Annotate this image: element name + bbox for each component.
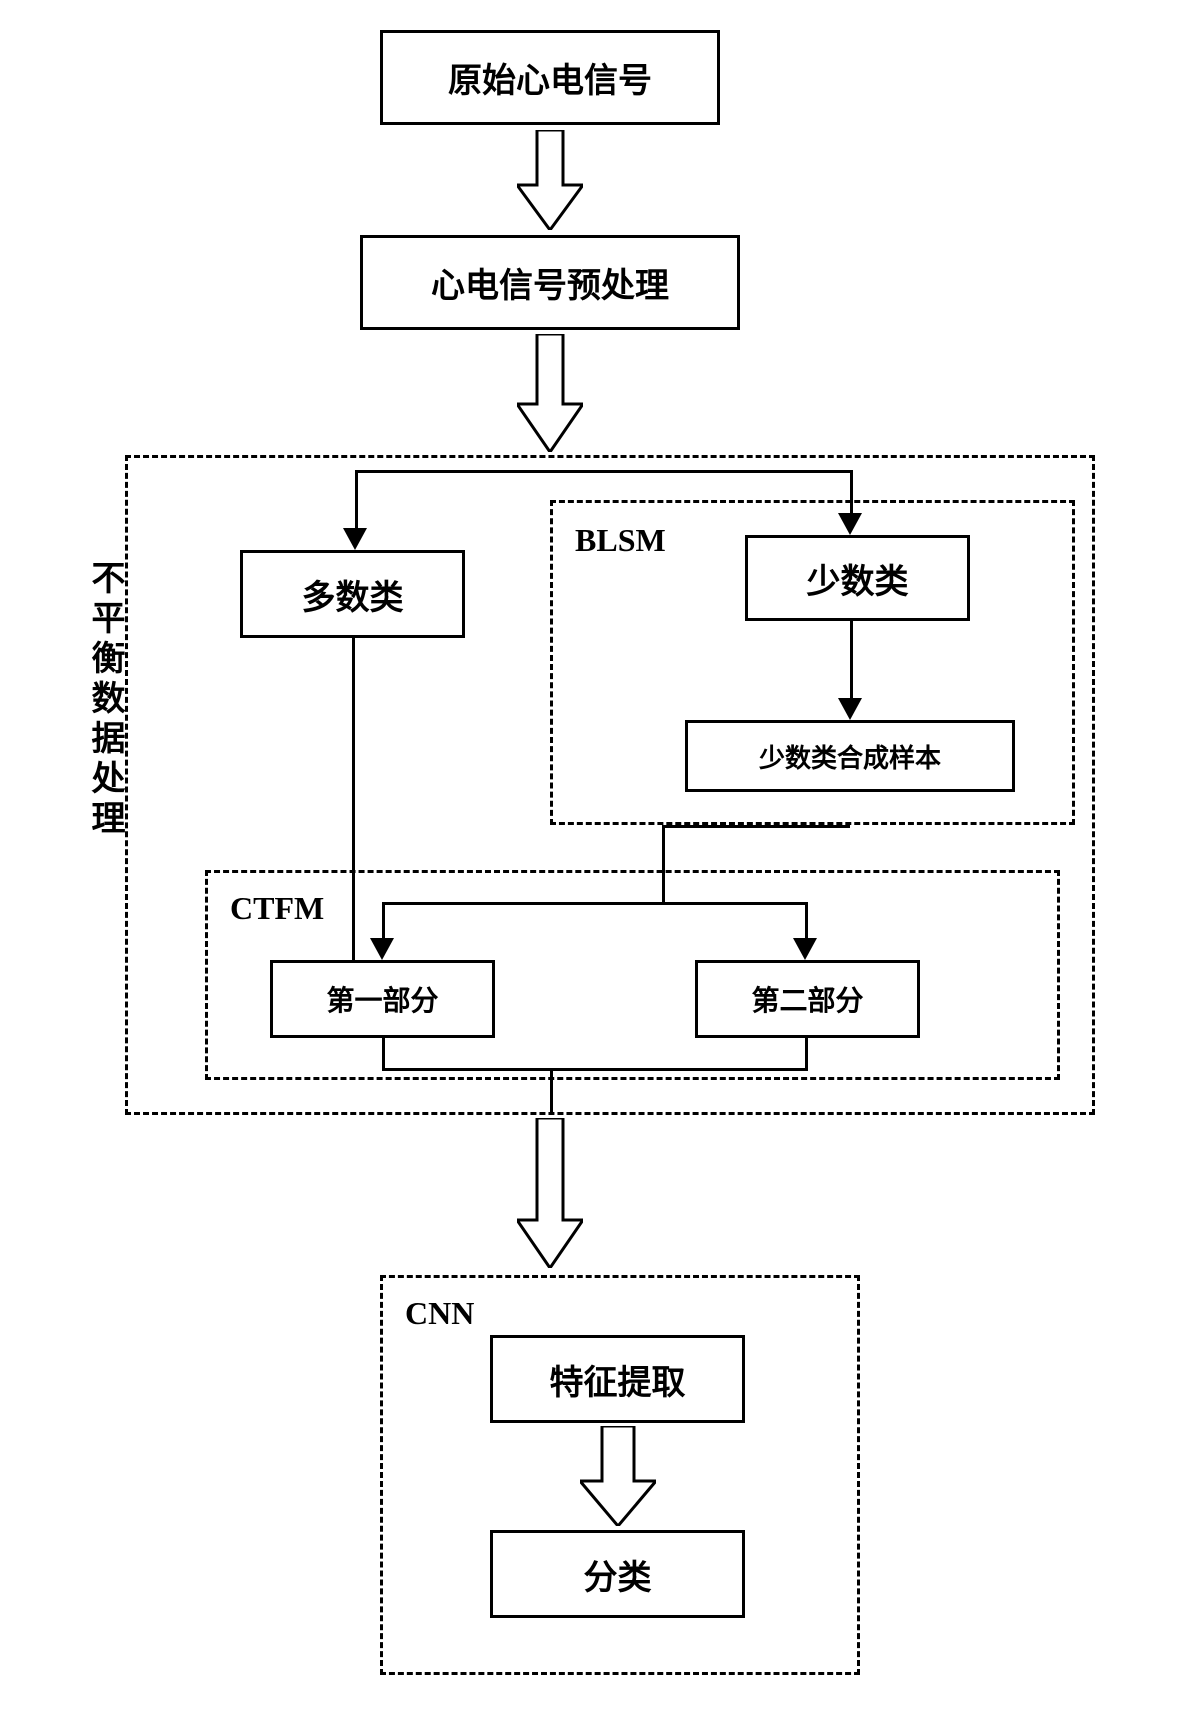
node-preprocess: 心电信号预处理 (360, 235, 740, 330)
node-feat-ext: 特征提取 (490, 1335, 745, 1423)
edge-ctfm-head1 (370, 938, 394, 960)
group-blsm-label: BLSM (575, 522, 666, 559)
edge-merge-down (550, 1071, 553, 1115)
block-arrow-3 (517, 1118, 583, 1268)
block-arrow-4 (580, 1426, 656, 1526)
edge-ctfm-v1 (382, 905, 385, 938)
edge-split-head2 (838, 513, 862, 535)
edge-min-synth-v (850, 621, 853, 698)
node-minority: 少数类 (745, 535, 970, 621)
node-raw-signal: 原始心电信号 (380, 30, 720, 125)
node-classify: 分类 (490, 1530, 745, 1618)
edge-merge-v1 (382, 1038, 385, 1071)
edge-split-v1 (355, 470, 358, 528)
edge-ctfm-v2 (805, 905, 808, 938)
node-majority: 多数类 (240, 550, 465, 638)
node-minor-synth: 少数类合成样本 (685, 720, 1015, 792)
edge-synth-kink-h (662, 825, 850, 828)
edge-synth-down (662, 825, 665, 905)
group-imbalance-label: 不平衡数据处理 (80, 560, 129, 840)
edge-merge-h (382, 1068, 808, 1071)
edge-split-h (355, 470, 853, 473)
edge-merge-v2 (805, 1038, 808, 1071)
block-arrow-1 (517, 130, 583, 230)
edge-ctfm-head2 (793, 938, 817, 960)
edge-ctfm-split-h (382, 902, 808, 905)
group-ctfm-label: CTFM (230, 890, 324, 927)
edge-split-head1 (343, 528, 367, 550)
flowchart-root: 不平衡数据处理 BLSM CTFM CNN 原始心电信号 心电信号预处理 多数类… (0, 0, 1189, 1734)
edge-major-down (352, 638, 355, 960)
group-cnn-label: CNN (405, 1295, 474, 1332)
block-arrow-2 (517, 334, 583, 452)
node-part2: 第二部分 (695, 960, 920, 1038)
edge-min-synth-head (838, 698, 862, 720)
node-part1: 第一部分 (270, 960, 495, 1038)
edge-split-v2 (850, 470, 853, 513)
